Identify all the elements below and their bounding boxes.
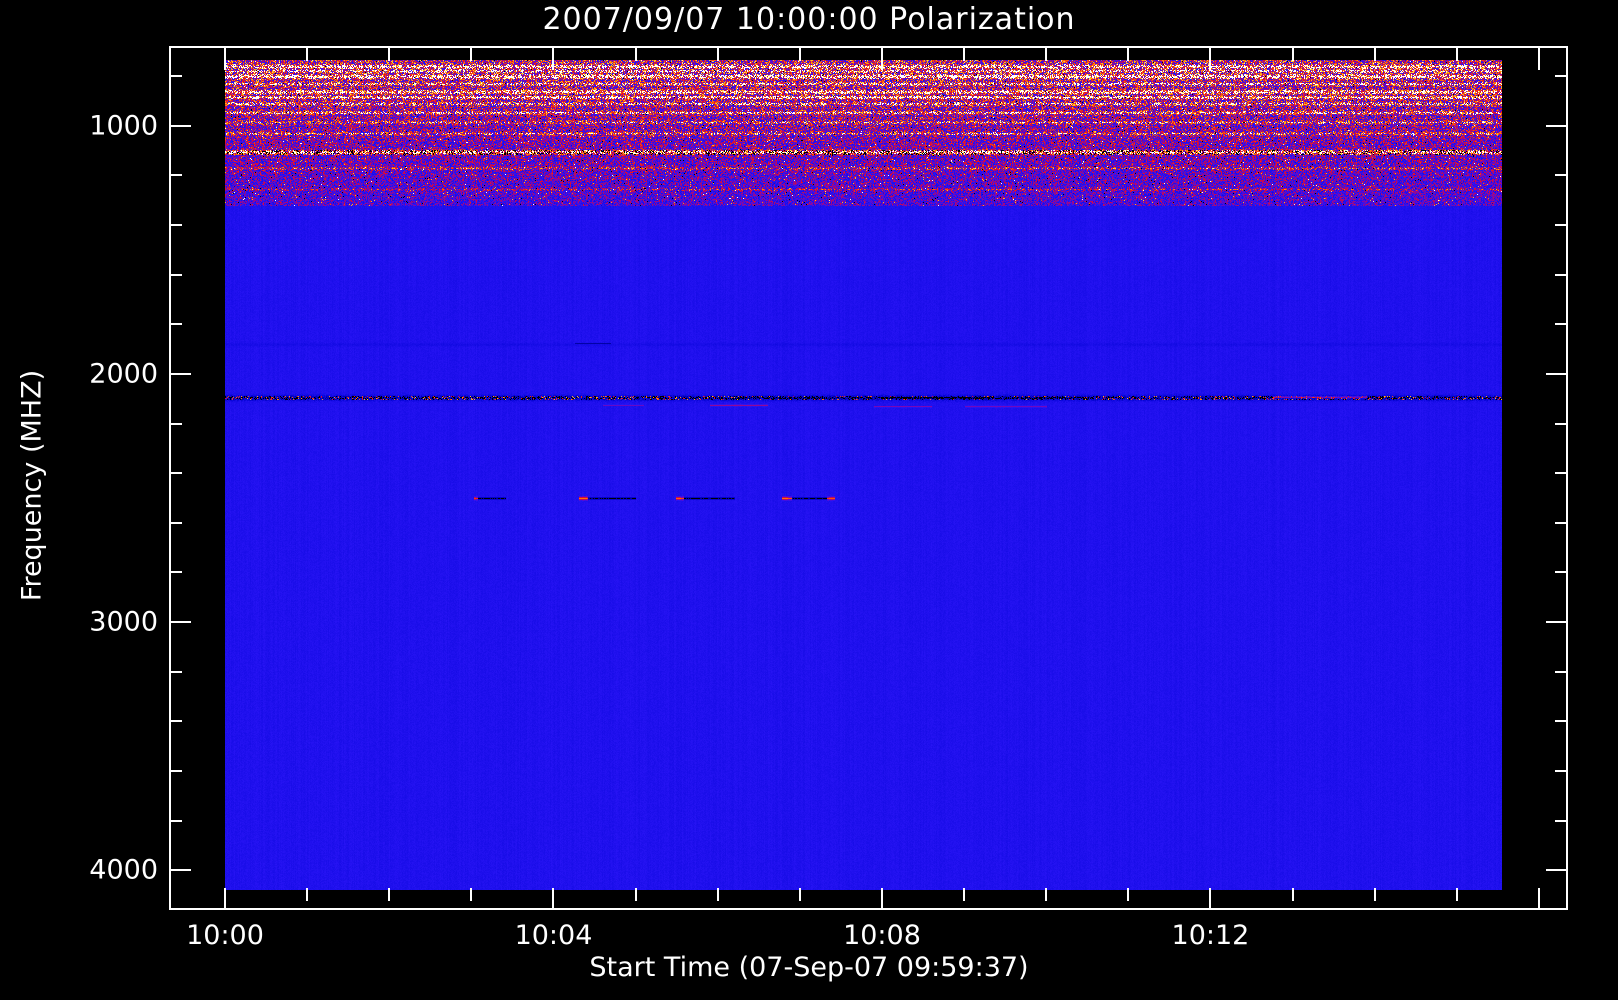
x-minor-tick-top <box>1455 48 1458 61</box>
x-axis-title: Start Time (07-Sep-07 09:59:37) <box>589 952 1029 983</box>
y-minor-tick-right <box>1555 521 1568 524</box>
y-minor-tick <box>169 323 182 326</box>
x-minor-tick-top <box>798 48 801 61</box>
y-major-tick-right <box>1546 621 1568 624</box>
y-minor-tick <box>169 720 182 723</box>
y-minor-tick-right <box>1555 323 1568 326</box>
y-minor-tick <box>169 819 182 822</box>
y-tick-label: 1000 <box>89 110 158 142</box>
y-tick-label: 3000 <box>89 606 158 638</box>
x-tick-label: 10:00 <box>186 920 264 951</box>
y-minor-tick-right <box>1555 819 1568 822</box>
x-minor-tick-top <box>716 48 719 61</box>
x-minor-tick <box>470 888 473 901</box>
x-tick-label: 10:04 <box>514 920 593 951</box>
x-minor-tick-top <box>470 48 473 61</box>
y-minor-tick-right <box>1555 670 1568 673</box>
y-minor-tick <box>169 571 182 574</box>
y-major-tick <box>169 124 191 127</box>
x-minor-tick <box>963 888 966 901</box>
y-minor-tick <box>169 224 182 226</box>
x-major-tick-top <box>880 48 883 70</box>
x-minor-tick-top <box>388 48 391 61</box>
y-major-tick-right <box>1546 124 1568 127</box>
x-minor-tick <box>388 888 391 901</box>
x-major-tick-top <box>552 48 555 70</box>
y-minor-tick-right <box>1555 571 1568 574</box>
x-minor-tick <box>306 888 309 901</box>
x-minor-tick-top <box>963 48 966 61</box>
y-minor-tick <box>169 174 182 177</box>
y-minor-tick <box>169 472 182 475</box>
y-major-tick-right <box>1546 869 1568 872</box>
y-minor-tick-right <box>1555 174 1568 177</box>
x-minor-tick <box>716 888 719 901</box>
y-major-tick <box>169 372 191 375</box>
y-minor-tick-right <box>1555 224 1568 226</box>
x-minor-tick <box>1127 888 1130 901</box>
y-major-tick-right <box>1546 372 1568 375</box>
spectrogram-canvas <box>225 60 1502 890</box>
x-minor-tick-top <box>1291 48 1294 61</box>
y-major-tick <box>169 621 191 624</box>
x-minor-tick <box>798 888 801 901</box>
y-minor-tick-right <box>1555 720 1568 723</box>
x-minor-tick-top <box>1045 48 1048 61</box>
x-minor-tick <box>1045 888 1048 901</box>
x-minor-tick <box>1455 888 1458 901</box>
x-minor-tick <box>1291 888 1294 901</box>
x-tick-label: 10:12 <box>1171 920 1250 951</box>
x-minor-tick-top <box>1127 48 1130 61</box>
y-minor-tick <box>169 670 182 673</box>
x-major-tick-top <box>1209 48 1212 70</box>
y-minor-tick <box>169 521 182 524</box>
y-minor-tick-right <box>1555 75 1568 78</box>
x-major-tick <box>1209 888 1212 910</box>
y-minor-tick <box>169 75 182 78</box>
x-minor-tick-top <box>634 48 637 61</box>
y-minor-tick <box>169 769 182 772</box>
axes-frame <box>169 46 1568 910</box>
x-major-tick-top <box>1537 48 1540 70</box>
x-major-tick <box>1537 888 1540 910</box>
x-major-tick <box>880 888 883 910</box>
x-major-tick-top <box>224 48 226 70</box>
y-major-tick <box>169 869 191 872</box>
y-minor-tick <box>169 273 182 276</box>
y-minor-tick-right <box>1555 472 1568 475</box>
x-minor-tick-top <box>306 48 309 61</box>
spectrogram-image <box>225 60 1502 890</box>
y-minor-tick-right <box>1555 769 1568 772</box>
x-tick-label: 10:08 <box>843 920 921 951</box>
x-minor-tick-top <box>1373 48 1376 61</box>
x-minor-tick <box>634 888 637 901</box>
page-title: 2007/09/07 10:00:00 Polarization <box>542 2 1076 37</box>
x-major-tick <box>224 888 226 910</box>
x-minor-tick <box>1373 888 1376 901</box>
y-minor-tick-right <box>1555 422 1568 425</box>
y-tick-label: 2000 <box>89 358 158 390</box>
y-axis-title: Frequency (MHZ) <box>16 369 48 602</box>
y-minor-tick-right <box>1555 273 1568 276</box>
x-major-tick <box>552 888 555 910</box>
y-minor-tick <box>169 422 182 425</box>
y-tick-label: 4000 <box>89 854 158 886</box>
